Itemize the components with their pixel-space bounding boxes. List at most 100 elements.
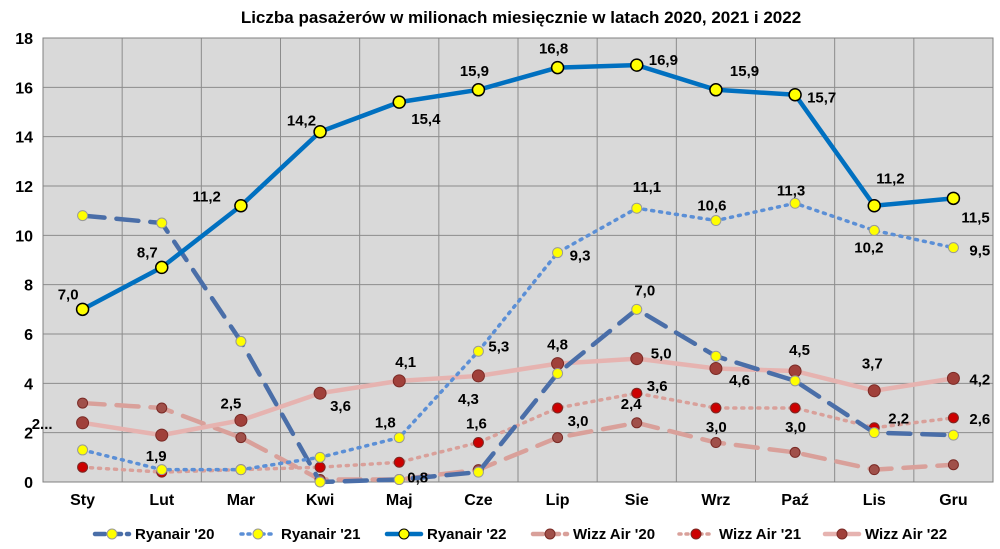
x-tick-label: Wrz <box>701 492 730 509</box>
series-line <box>80 201 956 472</box>
data-point <box>946 371 960 385</box>
data-point <box>472 466 484 478</box>
data-point <box>631 303 643 315</box>
data-point <box>234 198 248 213</box>
data-point <box>393 432 405 444</box>
legend-marker <box>106 528 118 540</box>
data-point <box>789 446 801 458</box>
data-point <box>156 217 168 229</box>
data-label: 5,3 <box>488 338 509 355</box>
legend-marker <box>690 528 702 540</box>
data-label: 2,6 <box>969 411 990 428</box>
y-tick-label: 14 <box>15 130 33 147</box>
data-label: 3,0 <box>568 413 589 430</box>
x-tick-label: Sty <box>70 492 95 509</box>
data-label: 10,2 <box>854 239 883 256</box>
plot-border <box>42 37 994 483</box>
data-label: 16,8 <box>539 41 568 58</box>
data-point <box>710 437 722 449</box>
y-tick-label: 2 <box>24 426 33 443</box>
data-label: 2... <box>32 416 53 433</box>
x-tick-label: Mar <box>227 492 255 509</box>
series-line <box>80 213 956 485</box>
data-point <box>631 417 643 429</box>
data-point <box>472 437 484 449</box>
data-point <box>552 432 564 444</box>
data-point <box>471 369 485 383</box>
data-label: 15,4 <box>411 111 441 128</box>
data-point <box>155 260 169 275</box>
data-point <box>471 83 486 97</box>
data-label: 5,0 <box>651 346 672 363</box>
data-point <box>947 429 959 441</box>
legend-label: Wizz Air '22 <box>865 526 947 543</box>
data-label: 11,2 <box>876 171 904 188</box>
data-point <box>234 413 248 427</box>
data-label: 9,3 <box>570 248 591 265</box>
data-label: 1,6 <box>466 416 487 433</box>
data-point <box>156 464 168 476</box>
data-point <box>77 444 89 456</box>
data-point <box>789 197 801 209</box>
y-tick-label: 8 <box>24 278 33 295</box>
data-point <box>77 210 89 222</box>
y-tick-label: 6 <box>24 327 33 344</box>
data-point <box>313 386 327 400</box>
x-tick-label: Maj <box>386 492 413 509</box>
data-point <box>552 402 564 414</box>
data-point <box>947 412 959 424</box>
legend-entry: Ryanair '20 <box>92 526 214 543</box>
data-point <box>710 350 722 362</box>
data-point <box>393 474 405 486</box>
data-label: 2,4 <box>621 396 643 413</box>
legend-marker <box>836 528 848 540</box>
data-point <box>709 362 723 376</box>
data-label: 4,6 <box>729 372 750 389</box>
data-point <box>313 124 327 139</box>
data-point <box>710 402 722 414</box>
data-label: 0,8 <box>407 469 428 486</box>
data-point <box>235 335 247 347</box>
y-tick-label: 4 <box>24 376 33 393</box>
series-wizz-air-22 <box>76 352 960 442</box>
data-point <box>947 242 959 254</box>
data-label: 4,8 <box>547 337 568 354</box>
data-label: 2,2 <box>888 411 909 428</box>
data-label: 3,0 <box>706 419 727 436</box>
data-label: 10,6 <box>697 198 726 215</box>
data-label: 3,7 <box>862 356 883 373</box>
data-point <box>235 432 247 444</box>
series-ryanair-22 <box>75 58 961 317</box>
data-point <box>867 384 881 398</box>
x-tick-label: Lip <box>546 492 570 509</box>
data-label: 3,0 <box>785 419 806 436</box>
legend-label: Ryanair '20 <box>135 526 214 543</box>
data-point <box>550 60 565 75</box>
data-point <box>77 397 89 409</box>
data-point <box>472 345 484 357</box>
data-label: 14,2 <box>287 113 316 130</box>
data-point <box>631 387 643 399</box>
data-point <box>393 456 405 468</box>
legend-label: Wizz Air '20 <box>573 526 655 543</box>
data-point <box>392 95 406 109</box>
data-point <box>788 364 802 378</box>
y-tick-label: 10 <box>15 228 33 245</box>
legend-entry: Wizz Air '21 <box>677 526 801 543</box>
data-point <box>788 87 802 102</box>
data-point <box>75 302 90 317</box>
data-label: 2,5 <box>220 395 241 412</box>
data-point <box>155 428 169 442</box>
data-label: 15,7 <box>807 90 836 107</box>
series-line <box>80 62 956 312</box>
data-point <box>946 191 961 206</box>
data-point <box>947 459 959 471</box>
series-ryanair-20 <box>77 210 959 488</box>
data-point <box>868 464 880 476</box>
data-label: 9,5 <box>969 243 990 260</box>
data-point <box>77 461 89 473</box>
legend-entry: Wizz Air '22 <box>822 526 947 543</box>
data-label: 16,9 <box>649 52 678 69</box>
x-tick-label: Sie <box>625 492 649 509</box>
